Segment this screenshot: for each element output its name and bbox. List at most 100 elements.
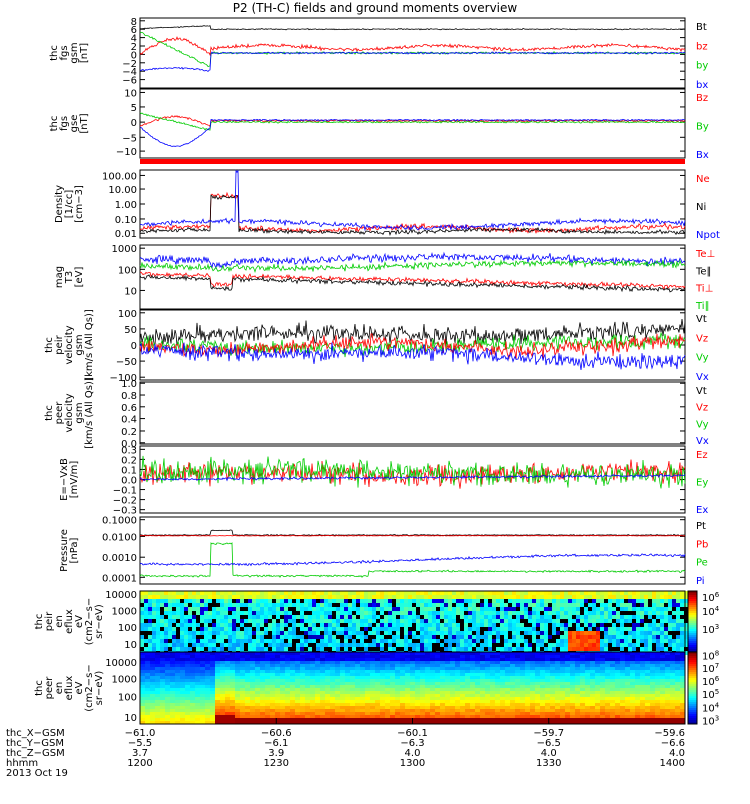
spec-cell [645,697,650,700]
spec-cell [460,619,464,623]
axis-ylabel: [nT] [79,43,90,63]
spec-cell [540,679,545,682]
spec-cell [340,658,345,661]
spec-cell [332,611,336,615]
spec-cell [320,658,325,661]
spec-cell [665,712,670,715]
spec-cell [388,595,392,599]
spec-cell [510,673,515,676]
spec-cell [400,706,405,709]
spec-cell [225,718,230,721]
spec-cell [336,595,340,599]
spec-cell [668,603,672,607]
spec-cell [592,607,596,611]
spec-cell [530,670,535,673]
spec-cell [270,706,275,709]
spec-cell [385,688,390,691]
spec-cell [145,688,150,691]
spec-cell [388,599,392,603]
legend-entry: Vy [696,353,709,364]
spec-cell [292,619,296,623]
spec-cell [165,718,170,721]
spec-cell [408,623,412,627]
spec-cell [500,635,504,639]
spec-cell [664,623,668,627]
spec-cell [300,664,305,667]
spec-cell [585,706,590,709]
spec-cell [490,712,495,715]
spec-cell [496,591,500,595]
spec-cell [600,712,605,715]
spec-cell [200,658,205,661]
spec-cell [428,591,432,595]
spec-cell [276,635,280,639]
spec-cell [160,603,164,607]
spec-cell [664,627,668,631]
spec-cell [445,667,450,670]
spec-cell [205,676,210,679]
spec-cell [312,639,316,643]
spec-cell [480,623,484,627]
spec-cell [440,635,444,639]
legend-entry: Vy [696,419,709,430]
spec-cell [180,691,185,694]
spec-cell [460,673,465,676]
spec-cell [216,631,220,635]
spec-cell [584,635,588,639]
spec-cell [220,694,225,697]
spec-cell [376,631,380,635]
spec-cell [368,643,372,647]
spec-cell [280,643,284,647]
spec-cell [445,658,450,661]
spec-cell [440,670,445,673]
spec-cell [496,595,500,599]
spec-cell [356,599,360,603]
spec-cell [496,647,500,651]
spec-cell [172,599,176,603]
spec-cell [544,639,548,643]
spec-cell [512,611,516,615]
spec-cell [196,647,200,651]
spec-cell [416,591,420,595]
spec-cell [672,599,676,603]
spec-cell [568,647,572,651]
spec-cell [312,643,316,647]
spec-cell [615,655,620,658]
ytick-label: 1000 [112,244,137,255]
spec-cell [572,623,576,627]
spec-cell [516,611,520,615]
spec-cell [196,639,200,643]
spec-cell [276,591,280,595]
spec-cell [365,688,370,691]
spec-cell [405,670,410,673]
spec-cell [345,676,350,679]
spec-cell [468,639,472,643]
spec-cell [320,715,325,718]
spec-cell [576,623,580,627]
spec-cell [664,631,668,635]
spec-cell [188,611,192,615]
spec-cell [210,664,215,667]
spec-cell [376,615,380,619]
ytick-label: 10.00 [108,185,137,196]
spec-cell [475,682,480,685]
spec-cell [645,658,650,661]
ytick-label: 10000 [105,590,137,601]
spec-cell [672,591,676,595]
spec-cell [435,658,440,661]
spec-cell [252,635,256,639]
spec-cell [168,611,172,615]
spec-cell [340,706,345,709]
spec-cell [416,607,420,611]
spec-cell [292,623,296,627]
spec-cell [196,591,200,595]
spec-cell [156,595,160,599]
spec-cell [504,595,508,599]
spec-cell [455,712,460,715]
spec-cell [640,694,645,697]
spec-cell [500,691,505,694]
spec-cell [252,631,256,635]
spec-cell [408,647,412,651]
legend-entry: Vt [696,314,707,325]
spec-cell [236,635,240,639]
